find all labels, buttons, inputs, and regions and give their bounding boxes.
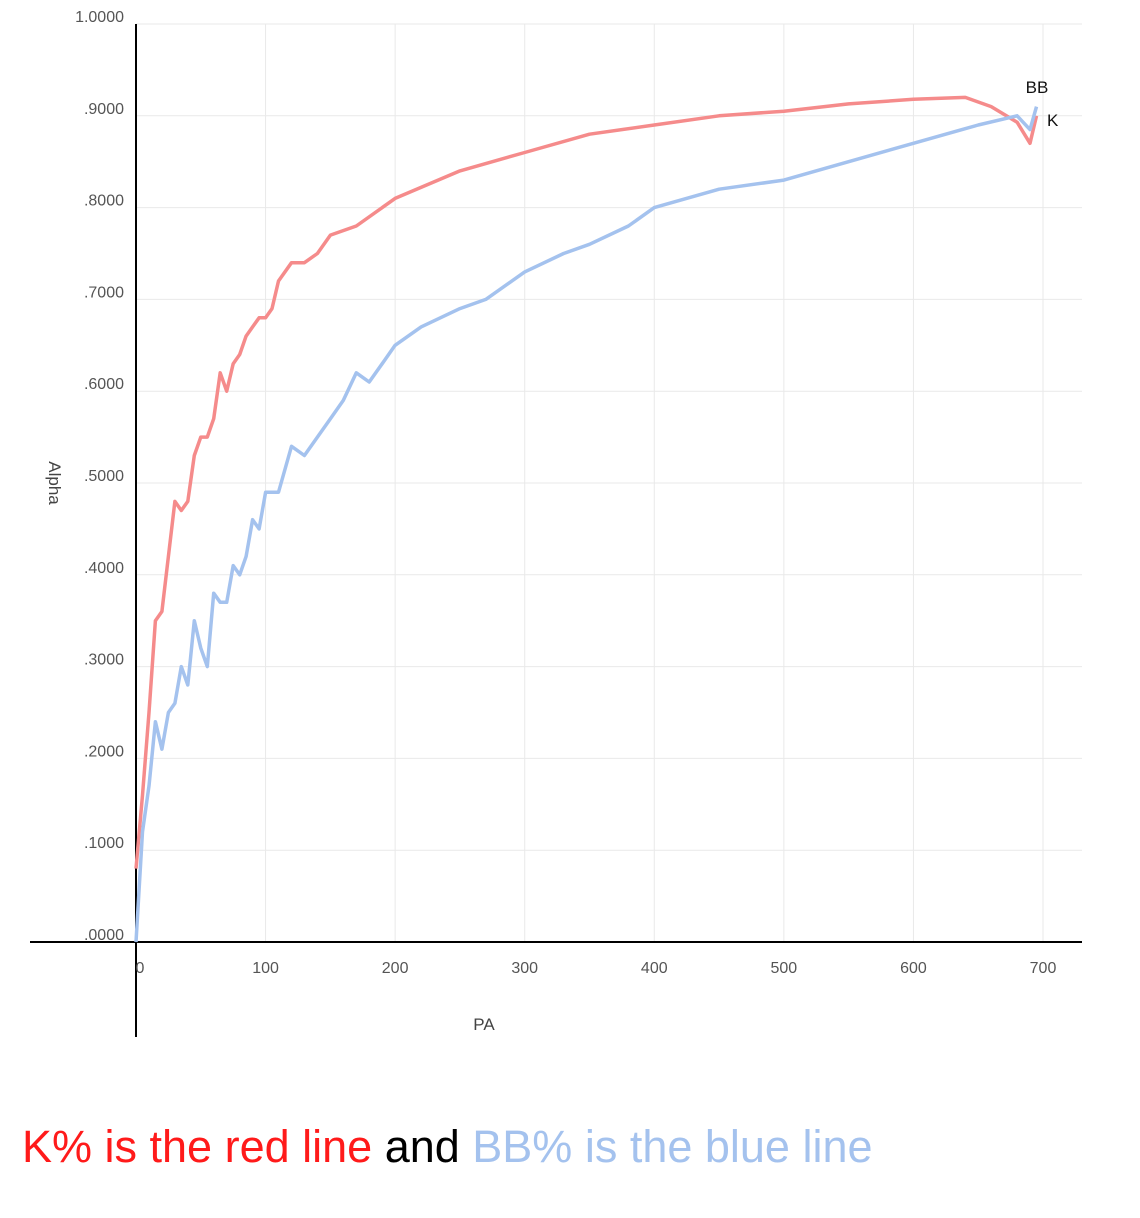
end-label-bb: BB xyxy=(1026,78,1049,97)
y-tick-label: .5000 xyxy=(84,468,124,485)
y-tick-label: .3000 xyxy=(84,652,124,669)
caption-and-text: and xyxy=(372,1121,473,1172)
x-tick-label: 0 xyxy=(136,960,145,977)
end-labels: BB K xyxy=(1026,78,1059,130)
y-tick-label: .9000 xyxy=(84,101,124,118)
axes xyxy=(30,24,1082,1037)
y-tick-label: .0000 xyxy=(84,927,124,944)
grid-lines xyxy=(136,23,1082,942)
series-lines xyxy=(134,95,1039,943)
x-tick-label: 200 xyxy=(382,960,409,977)
x-tick-label: 700 xyxy=(1030,960,1057,977)
x-tick-label: 500 xyxy=(771,960,798,977)
x-tick-label: 400 xyxy=(641,960,668,977)
y-axis-title: Alpha xyxy=(45,461,64,505)
tick-labels: .0000 .1000 .2000 .3000 .4000 .5000 .6000 .7000… xyxy=(75,9,1056,977)
y-tick-label: .8000 xyxy=(84,193,124,210)
end-label-k: K xyxy=(1047,111,1059,130)
y-tick-label: .7000 xyxy=(84,284,124,301)
caption-k-text: K% is the red line xyxy=(22,1121,373,1172)
x-tick-label: 300 xyxy=(511,960,538,977)
x-axis-title: PA xyxy=(473,1015,495,1034)
chart-caption: K% is the red line and BB% is the blue l… xyxy=(22,1122,873,1172)
y-tick-label: .2000 xyxy=(84,743,124,760)
line-chart: .0000 .1000 .2000 .3000 .4000 .5000 .6000 .7000… xyxy=(30,9,1082,1037)
series-line-bb xyxy=(134,106,1039,943)
y-tick-label: .1000 xyxy=(84,835,124,852)
y-tick-label: 1.0000 xyxy=(75,9,124,26)
x-tick-label: 100 xyxy=(252,960,279,977)
caption-bb-text: BB% is the blue line xyxy=(472,1121,873,1172)
x-tick-label: 600 xyxy=(900,960,927,977)
series-line-k xyxy=(134,95,1039,869)
y-tick-label: .4000 xyxy=(84,560,124,577)
y-tick-label: .6000 xyxy=(84,376,124,393)
